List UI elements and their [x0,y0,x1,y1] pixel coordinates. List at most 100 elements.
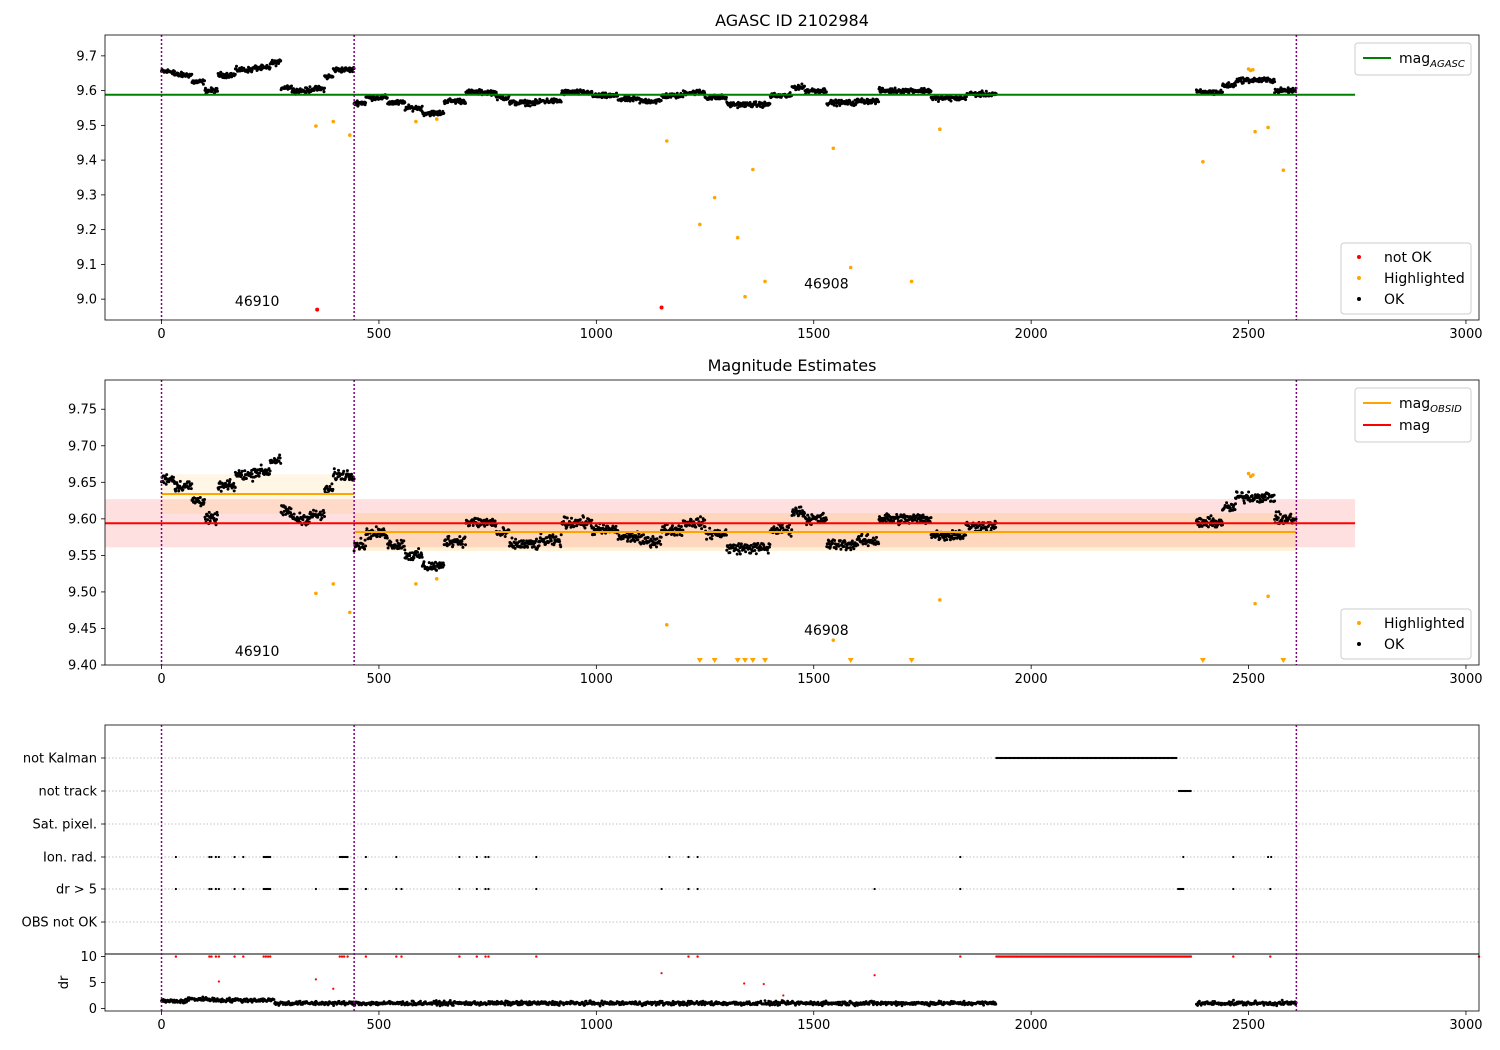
flag-point [484,855,487,859]
flag-point [696,855,699,859]
highlighted-point [1253,129,1257,134]
dr-point [621,1000,624,1003]
flag-points [174,756,1273,891]
offscale-marker [762,658,769,663]
ok-point [1247,490,1251,494]
ok-point [964,98,968,102]
y-tick-label: 9.70 [68,439,97,454]
ok-point [464,101,467,105]
flag-point [475,855,478,859]
ok-point [332,467,336,471]
ok-point [323,515,326,518]
ok-point [232,489,236,493]
ok-point [646,536,650,540]
ok-point [850,539,854,543]
flag-point [174,887,177,891]
ok-point [866,544,870,548]
ok-point [537,544,541,548]
flag-row-label: OBS not OK [22,916,98,931]
ok-point [544,542,547,546]
dr-point [710,1000,713,1003]
dr-point [515,999,519,1003]
dr-point [452,1004,455,1007]
ok-point [268,472,271,476]
ok-point [408,554,412,558]
ok-point [821,511,825,515]
dr-point [438,1004,442,1008]
ok-point [844,548,848,552]
ok-point [320,516,324,520]
ok-point [554,535,558,539]
dr-point [272,998,276,1001]
y-tick-label: 9.6 [76,84,97,99]
ok-point [244,477,248,480]
ok-point [705,537,709,541]
ok-point [181,488,185,492]
ok-point [420,555,424,559]
ok-point [978,523,981,527]
ok-point [949,99,953,103]
ok-point [301,518,305,522]
ok-point [677,524,681,528]
highlighted-points [314,67,1286,299]
ok-point [493,519,497,523]
highlighted-point [1251,473,1255,477]
ok-point [461,545,465,549]
ok-point [538,536,542,540]
ok-point [699,515,702,519]
ok-point [507,528,511,532]
ok-point [948,538,952,542]
ok-point [215,510,219,514]
y-tick-label: 9.1 [76,258,97,273]
ok-point [316,515,320,519]
ok-point [369,537,373,541]
ok-point [311,515,314,519]
ok-point [1264,498,1268,502]
ok-point [834,547,838,551]
ok-point [846,546,850,550]
ok-point [356,103,360,107]
ok-point [572,524,576,528]
flag-point [1189,789,1192,793]
highlighted-point [314,124,318,128]
ok-point [559,533,563,537]
ok-point [921,513,925,517]
ok-point [198,496,202,499]
ok-point [551,533,555,537]
ok-point [364,101,368,105]
ok-point [892,519,896,523]
ok-point [655,545,658,549]
x-tick-label: 1000 [580,327,613,342]
ok-point [1225,501,1229,505]
ok-point [352,477,356,481]
ok-point [688,523,692,527]
highlighted-point [331,582,336,586]
ok-point [385,536,389,540]
dr-point [551,999,554,1003]
ok-point [240,473,244,477]
flag-point [458,855,461,859]
ok-point [616,537,620,541]
ok-point [187,487,191,490]
ok-point [710,537,714,541]
flag-point [487,855,490,859]
ok-point [162,481,166,485]
flag-row-label: Sat. pixel. [33,818,97,833]
ok-point [938,537,942,541]
highlighted-point [347,133,352,137]
obsid-annotation: 46908 [804,277,849,293]
ok-point [700,527,704,531]
ok-point [787,526,790,529]
dr-point [419,999,422,1003]
ok-point [1279,86,1283,90]
ok-point [352,549,356,553]
ok-point [1199,517,1203,521]
ok-point [464,543,467,547]
x-tick-label: 2500 [1232,327,1265,342]
x-tick-label: 3000 [1449,672,1482,687]
panel-2: Magnitude Estimates46910469089.409.459.5… [68,356,1482,687]
legend-point-label: OK [1384,637,1405,653]
ok-point [308,510,312,514]
flag-point [535,887,538,891]
